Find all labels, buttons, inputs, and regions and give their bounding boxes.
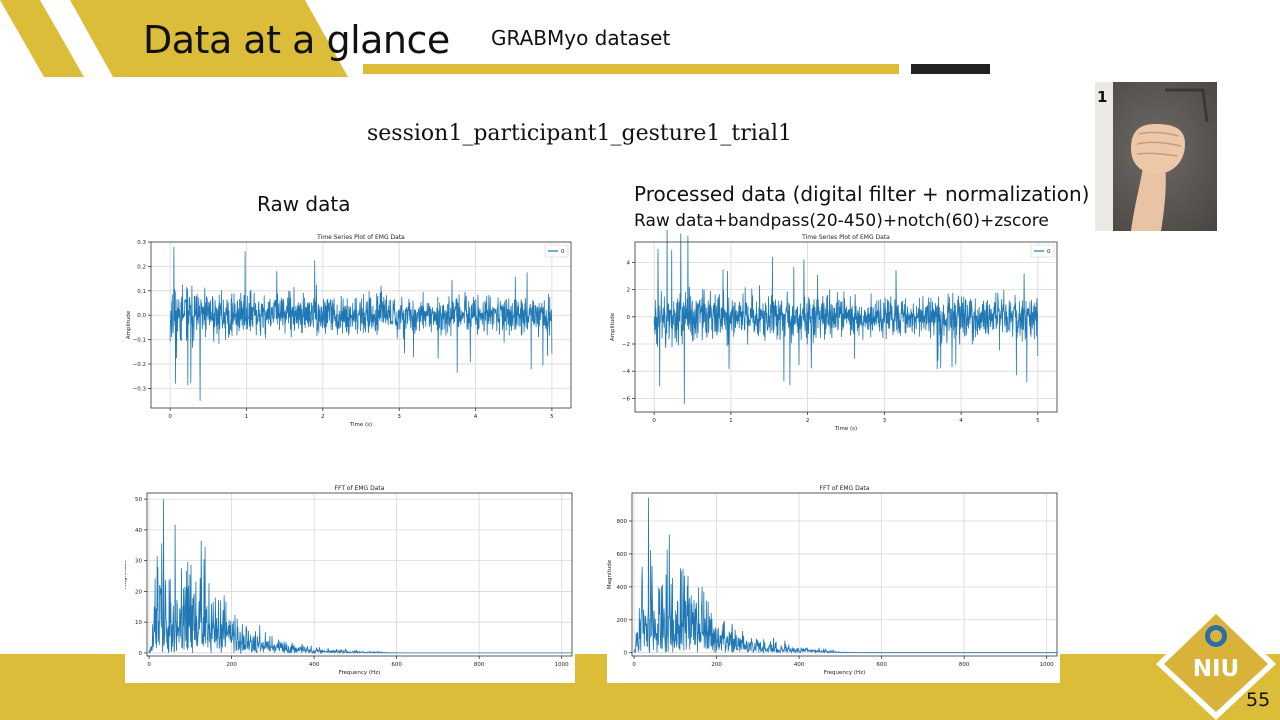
signal-line	[633, 497, 1057, 655]
logo-inner-diamond	[1164, 614, 1268, 712]
x-tick-label: 4	[959, 418, 963, 424]
file-name-label: session1_participant1_gesture1_trial1	[367, 121, 792, 146]
header-title-band	[70, 0, 348, 77]
chart-title: Time Series Plot of EMG Data	[801, 234, 890, 241]
y-axis-label: Amplitude	[610, 312, 616, 341]
header-left-stripe	[0, 0, 84, 77]
signal-line	[148, 499, 572, 655]
x-tick-label: 3	[883, 418, 887, 424]
chart-title: Time Series Plot of EMG Data	[316, 234, 405, 241]
x-axis-label: Time (s)	[349, 422, 372, 428]
x-tick-label: 0	[168, 414, 172, 420]
y-axis-label: Magnitude	[607, 559, 613, 589]
x-tick-label: 5	[1036, 418, 1040, 424]
x-tick-label: 0	[652, 418, 656, 424]
x-tick-label: 200	[226, 662, 237, 668]
y-tick-label: 0.1	[137, 289, 146, 295]
y-tick-label: −4	[622, 369, 631, 375]
x-tick-label: 400	[794, 662, 805, 668]
gesture-photo: 1	[1095, 82, 1217, 231]
x-tick-label: 0	[147, 662, 151, 668]
header-underline-dark	[911, 64, 990, 74]
y-tick-label: 0	[627, 315, 631, 321]
chart-svg: 0 200 400 600 800 1000 0 10 20 30 40 50 FFT of EMG D…	[125, 485, 573, 676]
y-tick-label: 2	[627, 288, 631, 294]
niu-logo: NIU	[1156, 606, 1276, 720]
page-number: 55	[1246, 689, 1271, 711]
x-tick-label: 800	[959, 662, 970, 668]
photo-number: 1	[1097, 88, 1107, 106]
logo-text: NIU	[1193, 656, 1239, 682]
y-tick-label: −0.2	[133, 362, 146, 368]
y-tick-label: 40	[135, 528, 142, 534]
y-axis-label: Amplitude	[126, 310, 132, 339]
x-tick-label: 3	[397, 414, 401, 420]
y-tick-label: 4	[627, 260, 631, 266]
y-tick-label: 0.0	[137, 313, 146, 319]
x-tick-label: 200	[711, 662, 722, 668]
legend-label: 0	[1047, 249, 1051, 255]
chart-title: FFT of EMG Data	[820, 485, 870, 492]
slide-title: Data at a glance	[143, 18, 450, 62]
x-tick-label: 600	[876, 662, 887, 668]
plot-frame	[146, 492, 573, 657]
chart-svg: 0 1 2 3 4 5 −6 −4 −2 0 2 4 Time Series Plot of EMG D…	[610, 230, 1058, 432]
x-tick-label: 400	[309, 662, 320, 668]
x-tick-label: 1	[729, 418, 733, 424]
y-tick-label: −2	[622, 342, 630, 348]
fist-gesture-image: 1	[1095, 82, 1217, 231]
plot-frame	[150, 241, 572, 409]
x-tick-label: 2	[321, 414, 325, 420]
plot-frame	[634, 241, 1058, 413]
chart-title: FFT of EMG Data	[335, 485, 385, 492]
y-tick-label: 200	[617, 618, 628, 624]
processed-time-series-chart: 0 1 2 3 4 5 −6 −4 −2 0 2 4 Time Series Plot of EMG D…	[606, 230, 1060, 432]
processed-data-description: Raw data+bandpass(20-450)+notch(60)+zsco…	[634, 211, 1049, 231]
slide-subtitle: GRABMyo dataset	[491, 26, 671, 50]
y-tick-label: 0	[139, 651, 143, 657]
x-axis-label: Frequency (Hz)	[824, 670, 865, 676]
signal-line	[653, 230, 1039, 404]
x-tick-label: 600	[391, 662, 402, 668]
header-decoration	[0, 0, 990, 77]
y-tick-label: 0	[624, 651, 628, 657]
x-tick-label: 0	[632, 662, 636, 668]
y-tick-label: 0.2	[137, 264, 146, 270]
x-tick-label: 2	[806, 418, 810, 424]
raw-time-series-chart: 0 1 2 3 4 5 −0.3 −0.2 −0.1 0.0 0.1 0.2 0.3 Time Serie…	[124, 230, 574, 430]
x-tick-label: 4	[474, 414, 478, 420]
chart-svg: 0 200 400 600 800 1000 0 200 400 600 800 FFT of EMG…	[607, 485, 1058, 676]
processed-data-heading: Processed data (digital filter + normali…	[634, 182, 1090, 206]
plot-frame	[631, 492, 1058, 657]
x-tick-label: 1000	[555, 662, 569, 668]
y-tick-label: 400	[617, 585, 628, 591]
chart-svg: 0 1 2 3 4 5 −0.3 −0.2 −0.1 0.0 0.1 0.2 0.3 Time Serie…	[126, 234, 572, 428]
y-tick-label: −0.1	[133, 338, 146, 344]
x-tick-label: 5	[550, 414, 554, 420]
legend-label: 0	[561, 249, 565, 255]
x-axis-label: Time (s)	[834, 426, 857, 432]
header-underline-gold	[363, 64, 899, 74]
raw-fft-chart: 0 200 400 600 800 1000 0 10 20 30 40 50 FFT of EMG D…	[125, 481, 575, 683]
y-tick-label: 800	[617, 519, 628, 525]
y-tick-label: 0.3	[137, 240, 146, 246]
y-tick-label: −0.3	[133, 386, 147, 392]
y-tick-label: 10	[135, 620, 142, 626]
x-axis-label: Frequency (Hz)	[339, 670, 380, 676]
y-tick-label: 600	[617, 552, 628, 558]
x-tick-label: 1000	[1040, 662, 1054, 668]
raw-data-heading: Raw data	[257, 192, 351, 216]
x-tick-label: 800	[474, 662, 485, 668]
y-axis-label: Magnitude	[125, 559, 128, 589]
processed-fft-chart: 0 200 400 600 800 1000 0 200 400 600 800 FFT of EMG…	[607, 481, 1060, 683]
y-tick-label: 20	[135, 589, 142, 595]
y-tick-label: −6	[622, 396, 631, 402]
y-tick-label: 30	[135, 559, 142, 565]
signal-line	[169, 246, 553, 401]
x-tick-label: 1	[245, 414, 249, 420]
y-tick-label: 50	[135, 497, 142, 503]
